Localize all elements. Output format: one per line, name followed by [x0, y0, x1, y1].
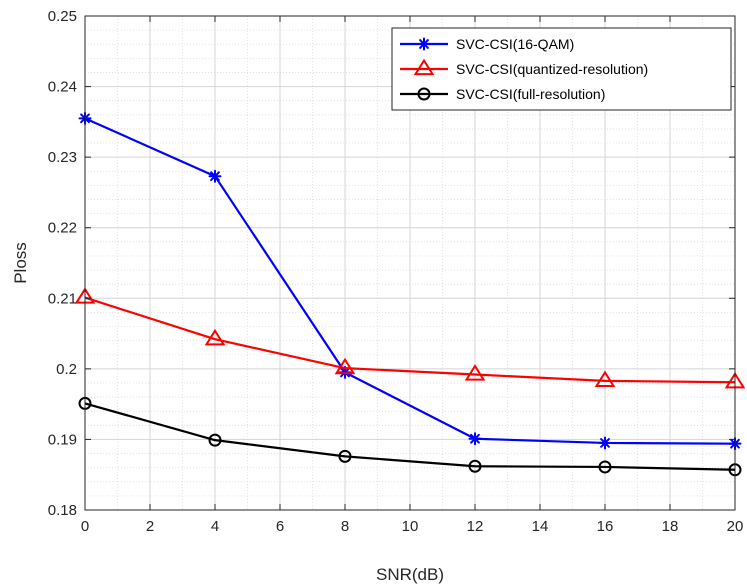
y-tick-label: 0.2	[56, 361, 77, 378]
x-tick-label: 20	[727, 518, 744, 535]
legend-label: SVC-CSI(16-QAM)	[456, 36, 574, 52]
legend-box	[391, 27, 732, 111]
x-tick-label: 16	[597, 518, 614, 535]
series-line	[84, 402, 736, 471]
y-tick-label: 0.22	[48, 220, 77, 237]
legend: SVC-CSI(16-QAM) SVC-CSI(quantized-resolut…	[391, 27, 732, 111]
triangle-marker	[464, 364, 486, 381]
circle-marker	[468, 459, 482, 473]
y-tick-label: 0.21	[48, 290, 77, 307]
series-line	[84, 296, 736, 384]
x-tick-label: 10	[402, 518, 419, 535]
x-tick-label: 18	[662, 518, 679, 535]
y-tick-label: 0.19	[48, 431, 77, 448]
y-axis-label: Ploss	[11, 242, 30, 284]
legend-item: SVC-CSI(quantized-resolution)	[400, 58, 648, 77]
asterisk-marker	[598, 436, 612, 450]
y-tick-label: 0.25	[48, 8, 77, 25]
x-tick-label: 4	[211, 518, 219, 535]
triangle-marker	[594, 370, 616, 387]
x-tick-label: 14	[532, 518, 549, 535]
legend-label: SVC-CSI(quantized-resolution)	[456, 61, 648, 77]
legend-item: SVC-CSI(16-QAM)	[400, 36, 574, 52]
circle-marker	[598, 460, 612, 474]
series-line	[84, 117, 736, 445]
series-layer	[74, 111, 746, 477]
x-tick-label: 8	[341, 518, 349, 535]
y-tick-label: 0.18	[48, 502, 77, 519]
y-tick-label: 0.23	[48, 149, 77, 166]
legend-item: SVC-CSI(full-resolution)	[400, 86, 605, 102]
legend-label: SVC-CSI(full-resolution)	[456, 86, 605, 102]
x-tick-label: 6	[276, 518, 284, 535]
x-tick-label: 0	[81, 518, 89, 535]
asterisk-marker	[417, 37, 431, 51]
x-tick-labels: 0 2 4 6 8 10 12 14 16 18 20	[81, 518, 744, 535]
axis-ticks	[84, 15, 736, 511]
circle-marker	[417, 87, 431, 101]
circle-marker	[338, 449, 352, 463]
x-axis-label: SNR(dB)	[376, 565, 444, 584]
y-tick-label: 0.24	[48, 79, 77, 96]
asterisk-marker	[208, 169, 222, 183]
asterisk-marker	[468, 432, 482, 446]
x-tick-label: 12	[467, 518, 484, 535]
x-tick-label: 2	[146, 518, 154, 535]
triangle-marker	[204, 328, 226, 346]
triangle-marker	[334, 357, 356, 375]
circle-marker	[208, 433, 222, 447]
y-tick-labels: 0.18 0.19 0.2 0.21 0.22 0.23 0.24 0.25	[48, 8, 77, 519]
triangle-marker	[413, 58, 435, 76]
